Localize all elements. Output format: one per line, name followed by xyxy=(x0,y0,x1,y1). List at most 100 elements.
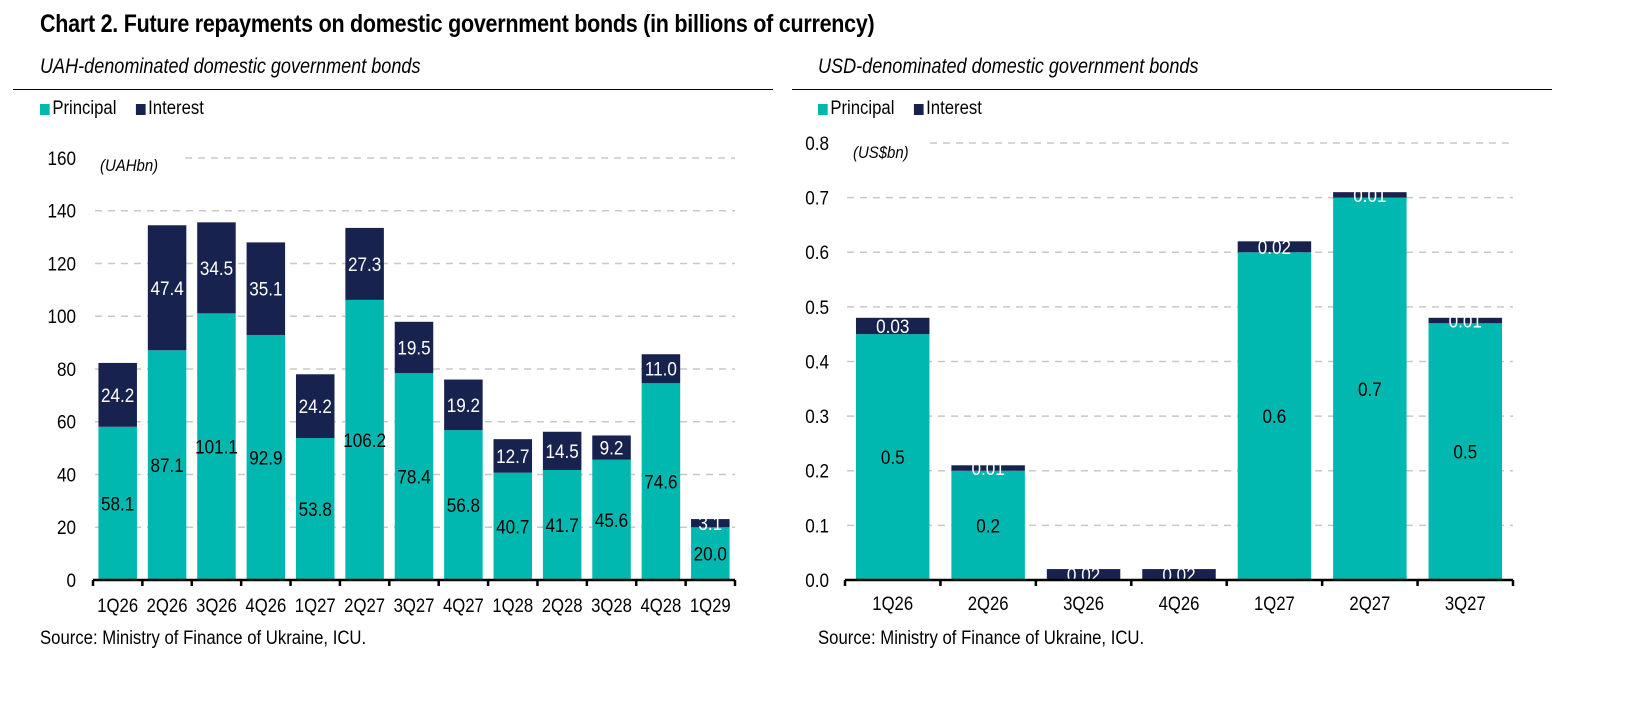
uah-interest-bar xyxy=(197,222,236,314)
uah-principal-label: 58.1 xyxy=(101,494,134,515)
uah-x-tick-label: 2Q26 xyxy=(147,595,188,616)
uah-x-tick-label: 1Q28 xyxy=(492,595,533,616)
usd-y-tick-label: 0.5 xyxy=(805,297,829,318)
usd-x-tick-label: 1Q27 xyxy=(1254,593,1295,614)
usd-x-tick-label: 3Q27 xyxy=(1445,593,1486,614)
uah-principal-bar xyxy=(98,426,137,580)
uah-principal-label: 20.0 xyxy=(694,544,727,565)
uah-principal-bar xyxy=(493,472,533,580)
legend-item-principal: Principal xyxy=(818,98,894,120)
interest-swatch xyxy=(913,103,924,115)
uah-principal-label: 56.8 xyxy=(447,495,480,516)
uah-interest-label: 24.2 xyxy=(101,385,134,406)
usd-principal-label: 0.2 xyxy=(976,516,1000,537)
uah-interest-label: 24.2 xyxy=(299,396,332,417)
usd-y-tick-label: 0.4 xyxy=(805,352,829,373)
uah-principal-label: 41.7 xyxy=(546,515,579,536)
uah-interest-bar xyxy=(147,225,187,351)
uah-y-tick-label: 160 xyxy=(47,148,76,169)
principal-swatch xyxy=(818,103,828,115)
usd-interest-label: 0.01 xyxy=(1353,185,1386,206)
usd-interest-bar xyxy=(1428,317,1503,324)
uah-principal-label: 106.2 xyxy=(343,430,386,451)
uah-y-tick-label: 100 xyxy=(47,306,76,327)
uah-interest-label: 19.5 xyxy=(397,338,430,359)
usd-y-tick-label: 0.8 xyxy=(805,133,829,154)
legend-label-interest: Interest xyxy=(926,98,982,119)
uah-x-tick-label: 4Q26 xyxy=(245,595,286,616)
uah-principal-label: 78.4 xyxy=(397,467,430,488)
uah-principal-bar xyxy=(345,299,384,580)
uah-interest-label: 11.0 xyxy=(645,359,677,380)
uah-x-tick-label: 1Q26 xyxy=(97,595,138,616)
usd-x-tick-label: 1Q26 xyxy=(872,593,913,614)
legend-item-principal: Principal xyxy=(40,98,116,120)
uah-x-tick-label: 3Q26 xyxy=(196,595,237,616)
usd-principal-bar xyxy=(1333,197,1407,580)
uah-principal-bar xyxy=(197,313,236,580)
uah-interest-label: 47.4 xyxy=(150,278,183,299)
uah-principal-label: 92.9 xyxy=(249,448,282,469)
uah-x-tick-label: 1Q29 xyxy=(690,595,731,616)
uah-y-tick-label: 40 xyxy=(57,465,76,486)
legend-item-interest: Interest xyxy=(913,98,982,120)
uah-x-tick-label: 2Q28 xyxy=(542,595,583,616)
uah-x-tick-label: 1Q27 xyxy=(295,595,336,616)
usd-y-tick-label: 0.3 xyxy=(805,406,829,427)
usd-interest-label: 0.02 xyxy=(1258,237,1291,258)
legend-item-interest: Interest xyxy=(135,98,204,120)
uah-principal-bar xyxy=(394,373,434,580)
chart-title: Chart 2. Future repayments on domestic g… xyxy=(40,10,875,38)
usd-y-tick-label: 0.2 xyxy=(805,461,829,482)
uah-principal-label: 101.1 xyxy=(195,437,238,458)
uah-interest-label: 12.7 xyxy=(496,446,529,467)
uah-x-tick-label: 4Q28 xyxy=(640,595,681,616)
uah-principal-label: 53.8 xyxy=(299,499,332,520)
uah-interest-bar xyxy=(295,374,335,439)
usd-interest-bar xyxy=(1333,192,1407,198)
uah-x-tick-label: 4Q27 xyxy=(443,595,484,616)
right-header-rule xyxy=(792,89,1552,90)
usd-principal-label: 0.5 xyxy=(881,447,905,468)
uah-interest-bar xyxy=(691,519,730,528)
uah-interest-label: 34.5 xyxy=(200,258,233,279)
uah-principal-bar xyxy=(542,470,582,580)
usd-principal-bar xyxy=(855,334,930,580)
uah-principal-bar xyxy=(592,459,631,580)
usd-interest-label: 0.02 xyxy=(1162,565,1195,586)
uah-interest-bar xyxy=(394,321,434,374)
uah-interest-label: 27.3 xyxy=(348,254,381,275)
usd-principal-bar xyxy=(1237,252,1312,580)
usd-principal-label: 0.7 xyxy=(1358,379,1382,400)
uah-interest-bar xyxy=(493,439,533,473)
legend-label-principal: Principal xyxy=(830,98,895,119)
usd-principal-bar xyxy=(1428,323,1503,580)
uah-principal-bar xyxy=(246,334,286,580)
right-legend: Principal Interest xyxy=(818,98,1001,120)
uah-interest-bar xyxy=(542,431,582,471)
uah-principal-bar xyxy=(147,350,187,580)
uah-y-tick-label: 20 xyxy=(57,517,76,538)
uah-interest-label: 35.1 xyxy=(249,279,282,300)
uah-y-tick-label: 80 xyxy=(57,359,76,380)
left-header-rule xyxy=(13,89,773,90)
uah-interest-bar xyxy=(345,227,384,300)
usd-y-tick-label: 0.6 xyxy=(805,242,829,263)
uah-principal-bar xyxy=(295,438,335,580)
uah-interest-bar xyxy=(444,379,483,431)
uah-principal-label: 40.7 xyxy=(496,517,529,538)
usd-y-tick-label: 0.0 xyxy=(805,570,829,591)
uah-principal-bar xyxy=(641,383,681,580)
uah-y-tick-label: 60 xyxy=(57,412,76,433)
uah-interest-bar xyxy=(641,354,681,384)
left-chart-subtitle: UAH-denominated domestic government bond… xyxy=(40,55,421,78)
usd-interest-label: 0.02 xyxy=(1067,565,1100,586)
usd-interest-label: 0.03 xyxy=(876,316,909,337)
legend-label-principal: Principal xyxy=(52,98,117,119)
uah-principal-bar xyxy=(444,430,483,580)
uah-x-tick-label: 2Q27 xyxy=(344,595,385,616)
usd-interest-bar xyxy=(855,317,930,335)
uah-interest-label: 9.2 xyxy=(600,438,624,459)
usd-y-tick-label: 0.7 xyxy=(805,188,829,209)
usd-interest-bar xyxy=(1142,569,1216,580)
